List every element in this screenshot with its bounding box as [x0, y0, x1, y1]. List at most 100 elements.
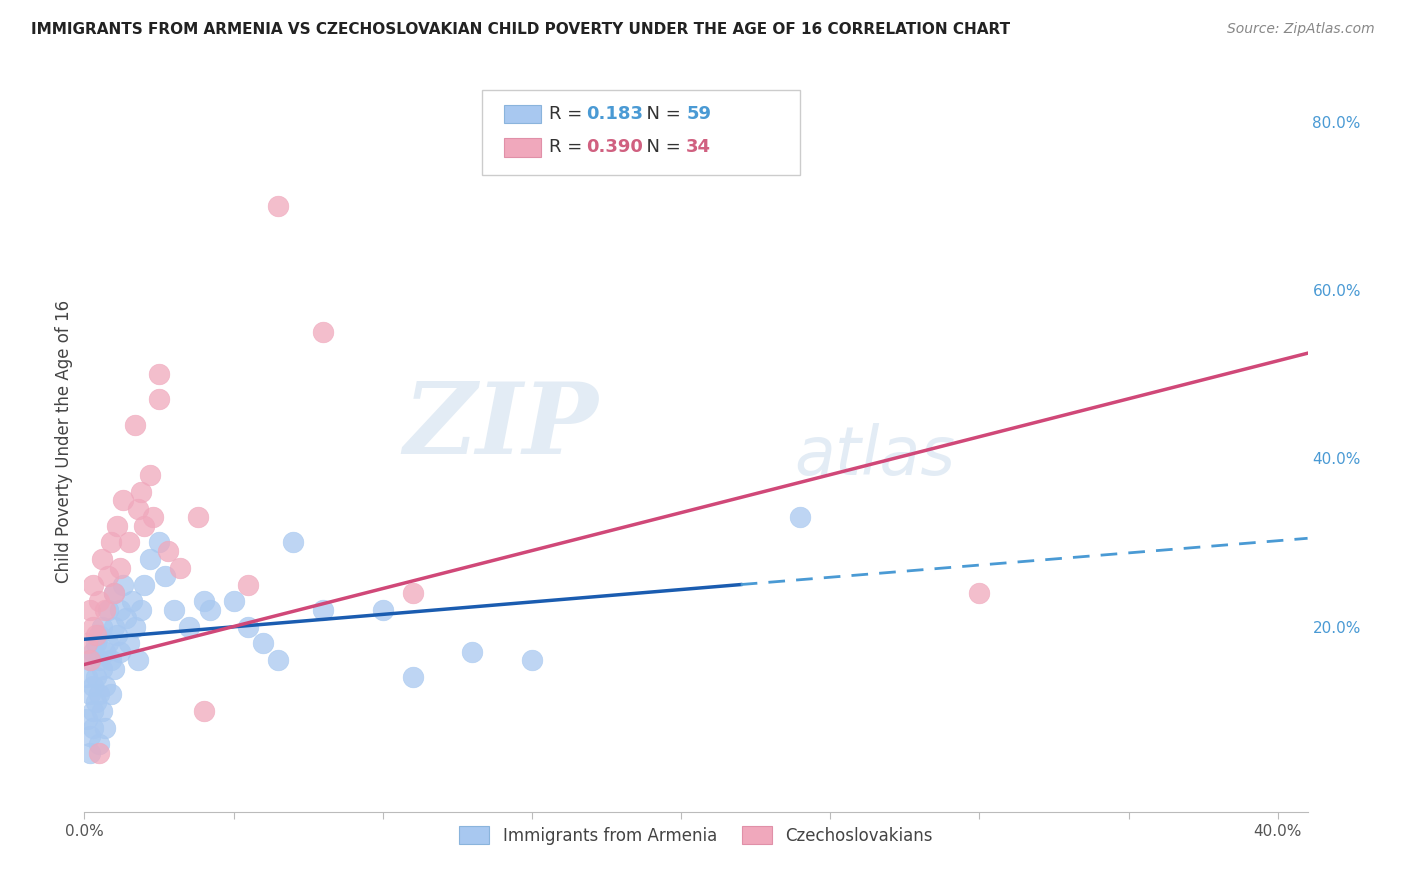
Point: [520, 653, 543, 667]
Point: [312, 325, 335, 339]
Point: [401, 670, 423, 684]
Text: IMMIGRANTS FROM ARMENIA VS CZECHOSLOVAKIAN CHILD POVERTY UNDER THE AGE OF 16 COR: IMMIGRANTS FROM ARMENIA VS CZECHOSLOVAKI…: [31, 22, 1010, 37]
Point: [139, 468, 162, 483]
Point: [132, 577, 155, 591]
Point: [94, 603, 117, 617]
Point: [79, 653, 101, 667]
Point: [89, 594, 111, 608]
Point: [89, 738, 111, 752]
Point: [89, 687, 111, 701]
Point: [105, 518, 128, 533]
Point: [252, 636, 274, 650]
Point: [79, 687, 101, 701]
Point: [238, 619, 260, 633]
Point: [267, 653, 290, 667]
Point: [91, 552, 114, 566]
Point: [118, 636, 141, 650]
Point: [82, 645, 104, 659]
Point: [79, 603, 101, 617]
Point: [177, 619, 200, 633]
Point: [461, 645, 484, 659]
Point: [371, 603, 394, 617]
Point: [148, 392, 170, 407]
Point: [79, 746, 101, 760]
Point: [148, 535, 170, 549]
Point: [238, 577, 260, 591]
Point: [91, 662, 114, 676]
Point: [193, 594, 215, 608]
Point: [312, 603, 335, 617]
FancyBboxPatch shape: [503, 104, 541, 123]
Text: 0.390: 0.390: [586, 138, 643, 156]
Point: [82, 679, 104, 693]
Point: [91, 619, 114, 633]
Point: [103, 586, 125, 600]
Point: [129, 485, 152, 500]
Point: [84, 695, 107, 709]
Point: [153, 569, 176, 583]
Point: [94, 679, 117, 693]
Point: [283, 535, 305, 549]
Point: [79, 653, 101, 667]
FancyBboxPatch shape: [503, 138, 541, 156]
Text: N =: N =: [636, 104, 686, 122]
Point: [100, 687, 122, 701]
Point: [198, 603, 221, 617]
Legend: Immigrants from Armenia, Czechoslovakians: Immigrants from Armenia, Czechoslovakian…: [453, 820, 939, 852]
Point: [132, 518, 155, 533]
FancyBboxPatch shape: [482, 90, 800, 175]
Text: R =: R =: [550, 104, 588, 122]
Point: [169, 560, 191, 574]
Point: [118, 535, 141, 549]
Point: [115, 611, 138, 625]
Point: [401, 586, 423, 600]
Text: Source: ZipAtlas.com: Source: ZipAtlas.com: [1227, 22, 1375, 37]
Point: [108, 560, 131, 574]
Point: [94, 645, 117, 659]
Point: [84, 670, 107, 684]
Text: N =: N =: [636, 138, 686, 156]
Point: [82, 619, 104, 633]
Point: [129, 603, 152, 617]
Point: [163, 603, 186, 617]
Point: [112, 493, 135, 508]
Point: [789, 510, 811, 524]
Point: [108, 603, 131, 617]
Point: [82, 577, 104, 591]
Point: [97, 636, 120, 650]
Point: [112, 577, 135, 591]
Point: [91, 704, 114, 718]
Point: [127, 501, 149, 516]
Point: [97, 603, 120, 617]
Text: 0.183: 0.183: [586, 104, 643, 122]
Point: [100, 535, 122, 549]
Point: [267, 199, 290, 213]
Point: [148, 368, 170, 382]
Point: [84, 636, 107, 650]
Point: [105, 628, 128, 642]
Point: [97, 569, 120, 583]
Point: [142, 510, 165, 524]
Point: [100, 653, 122, 667]
Point: [89, 746, 111, 760]
Point: [222, 594, 245, 608]
Point: [108, 645, 131, 659]
Point: [82, 704, 104, 718]
Point: [187, 510, 209, 524]
Text: 34: 34: [686, 138, 711, 156]
Text: R =: R =: [550, 138, 588, 156]
Point: [76, 636, 98, 650]
Point: [193, 704, 215, 718]
Point: [89, 628, 111, 642]
Text: ZIP: ZIP: [404, 378, 598, 475]
Point: [103, 662, 125, 676]
Point: [139, 552, 162, 566]
Point: [103, 586, 125, 600]
Point: [89, 653, 111, 667]
Text: atlas: atlas: [794, 424, 955, 490]
Point: [76, 670, 98, 684]
Point: [94, 721, 117, 735]
Point: [103, 619, 125, 633]
Point: [124, 619, 146, 633]
Point: [82, 721, 104, 735]
